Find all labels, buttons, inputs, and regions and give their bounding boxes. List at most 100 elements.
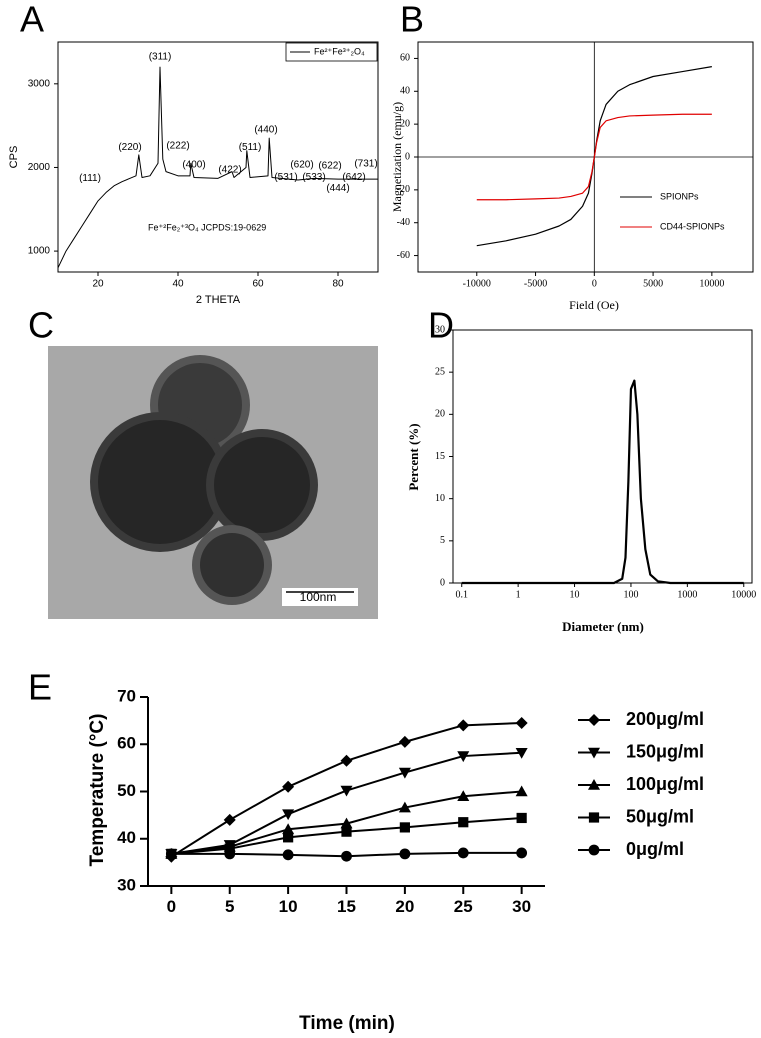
plot-frame: [452, 329, 753, 584]
series-line: [461, 379, 744, 585]
particle: [214, 437, 310, 533]
marker: [457, 790, 470, 802]
panel-label: E: [28, 667, 52, 708]
x-tick-label: 10: [279, 897, 298, 916]
y-tick-label: 70: [117, 686, 136, 705]
legend-label: 150μg/ml: [626, 741, 704, 761]
x-axis-label: 2 THETA: [196, 294, 241, 306]
marker: [282, 809, 295, 821]
legend-label: CD44-SPIONPs: [660, 221, 725, 231]
peak-label: (620): [290, 160, 313, 171]
peak-label: (622): [318, 160, 341, 171]
y-tick-label: 10: [435, 493, 445, 504]
panel-label: B: [400, 0, 424, 40]
marker: [515, 747, 528, 759]
x-axis-label: Field (Oe): [569, 298, 619, 312]
tem-image: 100nm C: [28, 305, 378, 619]
y-tick-label: 2000: [28, 162, 51, 173]
note: Fe⁺²Fe₂⁺³O₄ JCPDS:19-0629: [148, 222, 266, 232]
peak-label: (220): [118, 142, 141, 153]
legend-label: 200μg/ml: [626, 709, 704, 729]
marker: [340, 785, 353, 797]
peak-label: (511): [239, 142, 262, 153]
x-tick-label: 1: [516, 589, 521, 600]
marker: [165, 848, 177, 860]
x-tick-label: 40: [172, 279, 184, 290]
marker: [282, 849, 294, 861]
y-tick-label: -20: [397, 184, 410, 195]
marker: [340, 817, 353, 829]
y-tick-label: 5: [440, 535, 445, 546]
y-tick-label: 30: [435, 324, 445, 335]
panel-label: C: [28, 305, 54, 346]
y-axis-label: Temperature (°C): [87, 714, 108, 867]
x-tick-label: 60: [252, 279, 264, 290]
y-axis-label: CPS: [8, 146, 20, 169]
y-tick-label: 50: [117, 781, 136, 800]
peak-label: (642): [342, 172, 365, 183]
legend-label: 100μg/ml: [626, 774, 704, 794]
x-tick-label: 5: [225, 897, 234, 916]
x-tick-label: 20: [395, 897, 414, 916]
peak-label: (444): [326, 183, 349, 194]
marker: [516, 847, 528, 859]
marker: [515, 785, 528, 797]
x-tick-label: 15: [337, 897, 356, 916]
marker: [515, 716, 528, 729]
y-axis-label: Magnetization (emu/g): [390, 102, 404, 212]
y-tick-label: 25: [435, 366, 445, 377]
y-tick-label: 40: [117, 828, 136, 847]
marker: [282, 823, 295, 835]
marker: [341, 850, 352, 862]
marker: [340, 754, 353, 767]
peak-label: (422): [218, 165, 241, 176]
marker: [516, 812, 527, 824]
y-tick-label: 20: [435, 409, 445, 420]
x-tick-label: 30: [512, 897, 531, 916]
y-tick-label: -40: [397, 217, 410, 228]
x-axis-label: Diameter (nm): [562, 619, 644, 634]
y-axis-label: Percent (%): [406, 423, 421, 490]
marker: [398, 767, 411, 779]
marker: [399, 822, 410, 833]
series-line: [171, 751, 522, 855]
marker: [457, 751, 470, 763]
particle: [98, 420, 222, 544]
x-tick-label: 0: [592, 278, 597, 289]
marker: [588, 747, 600, 759]
series-line: [57, 66, 378, 269]
peak-label: (531): [274, 172, 297, 183]
marker: [398, 735, 411, 748]
marker: [588, 844, 600, 856]
legend-box: [285, 42, 378, 62]
legend-label: 0μg/ml: [626, 839, 684, 859]
y-tick-label: 0: [440, 577, 445, 588]
y-tick-label: 0: [405, 151, 410, 162]
peak-label: (731): [354, 159, 377, 170]
marker: [283, 832, 294, 843]
legend-label: SPIONPs: [660, 191, 699, 201]
marker: [588, 779, 600, 790]
panel-label: D: [428, 305, 454, 346]
marker: [399, 848, 411, 860]
marker: [223, 813, 236, 826]
marker: [588, 714, 600, 726]
marker: [282, 780, 295, 793]
marker: [457, 847, 469, 859]
y-tick-label: 60: [400, 53, 410, 64]
x-tick-label: 25: [454, 897, 473, 916]
y-tick-label: 3000: [28, 78, 51, 89]
marker: [588, 812, 600, 823]
x-tick-label: 0.1: [455, 589, 468, 600]
legend-label: Fe²⁺Fe³⁺₂O₄: [314, 46, 365, 56]
marker: [398, 801, 411, 813]
x-tick-label: 20: [92, 279, 104, 290]
y-tick-label: 30: [117, 875, 136, 894]
y-tick-label: 60: [117, 734, 136, 753]
peak-label: (222): [166, 140, 189, 151]
x-tick-label: -10000: [463, 278, 491, 289]
peak-label: (111): [79, 173, 101, 184]
x-tick-label: 10: [570, 589, 580, 600]
peak-label: (440): [254, 124, 277, 135]
